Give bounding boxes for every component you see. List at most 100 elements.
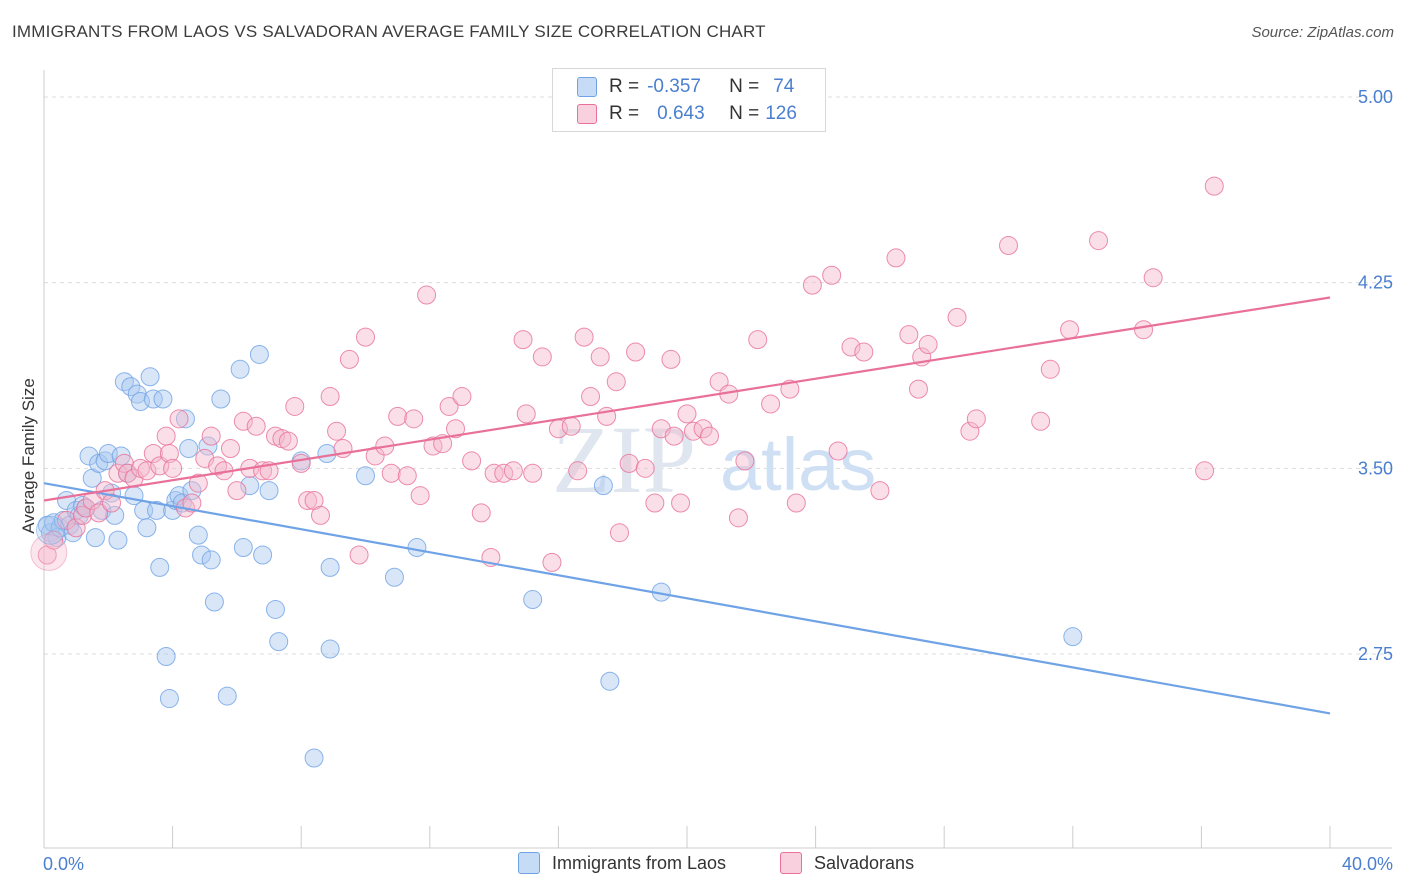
laos-point bbox=[105, 505, 125, 525]
laos-point bbox=[143, 389, 163, 409]
bottom-legend-swatch-laos bbox=[518, 852, 540, 874]
salvadoran-point bbox=[208, 456, 228, 476]
y-tick-labels: 2.75 3.50 4.25 5.00 bbox=[1358, 87, 1393, 664]
laos-point bbox=[253, 545, 273, 565]
salvadoran-point bbox=[1143, 268, 1163, 288]
salvadoran-point bbox=[748, 330, 768, 350]
laos-point bbox=[233, 538, 253, 558]
salvadoran-point bbox=[516, 404, 536, 424]
salvadoran-point bbox=[664, 426, 684, 446]
laos-trend-line bbox=[43, 482, 1331, 715]
laos-point bbox=[147, 500, 167, 520]
salvadoran-point bbox=[1089, 231, 1109, 251]
laos-point bbox=[153, 389, 173, 409]
laos-point bbox=[156, 646, 176, 666]
salvadoran-point bbox=[908, 379, 928, 399]
salvadoran-point bbox=[137, 461, 157, 481]
salvadoran-point bbox=[188, 473, 208, 493]
y-tick-label: 3.50 bbox=[1358, 458, 1393, 478]
grid-lines bbox=[44, 96, 1392, 655]
data-points bbox=[30, 176, 1224, 768]
legend-n-label: N = bbox=[729, 103, 760, 124]
laos-point bbox=[304, 748, 324, 768]
laos-point bbox=[265, 599, 285, 619]
laos-point bbox=[159, 689, 179, 709]
bottom-legend-laos: Immigrants from Laos bbox=[518, 852, 726, 874]
salvadoran-point bbox=[735, 451, 755, 471]
legend-r-label: R = bbox=[609, 76, 640, 97]
axes bbox=[43, 70, 1392, 849]
laos-point bbox=[92, 500, 112, 520]
legend-swatch-laos bbox=[577, 77, 597, 97]
x-tick-label-min: 0.0% bbox=[43, 854, 84, 874]
laos-point bbox=[230, 359, 250, 379]
legend-row-laos: R = -0.357 N = 74 bbox=[577, 74, 794, 100]
trend-lines bbox=[43, 296, 1331, 715]
laos-point bbox=[523, 590, 543, 610]
salvadoran-point bbox=[143, 443, 163, 463]
salvadoran-point bbox=[1195, 461, 1215, 481]
salvadoran-point bbox=[677, 404, 697, 424]
bottom-legend-salvadorans: Salvadorans bbox=[780, 852, 914, 874]
salvadoran-point bbox=[581, 387, 601, 407]
laos-point bbox=[85, 528, 105, 548]
salvadoran-point bbox=[452, 387, 472, 407]
salvadoran-point bbox=[561, 416, 581, 436]
salvadoran-point bbox=[320, 387, 340, 407]
salvadoran-point bbox=[201, 426, 221, 446]
source-label: Source: ZipAtlas.com bbox=[1251, 24, 1394, 41]
laos-point bbox=[114, 372, 134, 392]
y-tick-label: 4.25 bbox=[1358, 273, 1393, 293]
y-tick-label: 5.00 bbox=[1358, 87, 1393, 107]
salvadoran-point bbox=[609, 523, 629, 543]
laos-point bbox=[204, 592, 224, 612]
salvadoran-point bbox=[410, 486, 430, 506]
laos-point bbox=[240, 476, 260, 496]
watermark-zip: ZIP bbox=[552, 406, 696, 513]
salvadoran-point bbox=[693, 419, 713, 439]
salvadoran-point bbox=[503, 461, 523, 481]
laos-point bbox=[384, 567, 404, 587]
salvadoran-point bbox=[462, 451, 482, 471]
laos-point bbox=[217, 686, 237, 706]
salvadoran-point bbox=[417, 285, 437, 305]
salvadoran-trend-line bbox=[43, 296, 1331, 502]
laos-point bbox=[121, 377, 141, 397]
salvadoran-point bbox=[802, 275, 822, 295]
salvadoran-point bbox=[513, 330, 533, 350]
salvadoran-point bbox=[661, 349, 681, 369]
salvadoran-point bbox=[404, 409, 424, 429]
salvadoran-point bbox=[828, 441, 848, 461]
salvadoran-point bbox=[169, 409, 189, 429]
salvadoran-point bbox=[246, 416, 266, 436]
laos-point bbox=[175, 409, 195, 429]
salvadoran-point bbox=[626, 342, 646, 362]
bottom-legend-label-salvadorans: Salvadorans bbox=[814, 852, 915, 873]
salvadoran-point bbox=[886, 248, 906, 268]
watermark: ZIP atlas bbox=[552, 406, 876, 513]
salvadoran-point bbox=[780, 379, 800, 399]
salvadoran-point bbox=[1134, 320, 1154, 340]
salvadoran-point bbox=[381, 463, 401, 483]
salvadoran-point bbox=[327, 421, 347, 441]
salvadoran-point bbox=[227, 481, 247, 501]
salvadoran-point bbox=[118, 463, 138, 483]
salvadoran-point bbox=[918, 335, 938, 355]
legend-r-label: R = bbox=[609, 103, 640, 124]
salvadoran-point bbox=[899, 325, 919, 345]
salvadoran-point bbox=[291, 453, 311, 473]
salvadoran-point bbox=[159, 443, 179, 463]
salvadoran-point bbox=[89, 503, 109, 523]
x-tick-label-max: 40.0% bbox=[1342, 854, 1393, 874]
salvadoran-point bbox=[233, 411, 253, 431]
laos-point bbox=[249, 344, 269, 364]
salvadoran-point bbox=[568, 461, 588, 481]
salvadoran-point bbox=[761, 394, 781, 414]
legend-n-value: 126 bbox=[765, 103, 797, 124]
salvadoran-point bbox=[1040, 359, 1060, 379]
laos-point bbox=[73, 495, 93, 515]
salvadoran-point bbox=[671, 493, 691, 513]
salvadoran-point bbox=[76, 498, 96, 518]
salvadoran-point bbox=[484, 463, 504, 483]
